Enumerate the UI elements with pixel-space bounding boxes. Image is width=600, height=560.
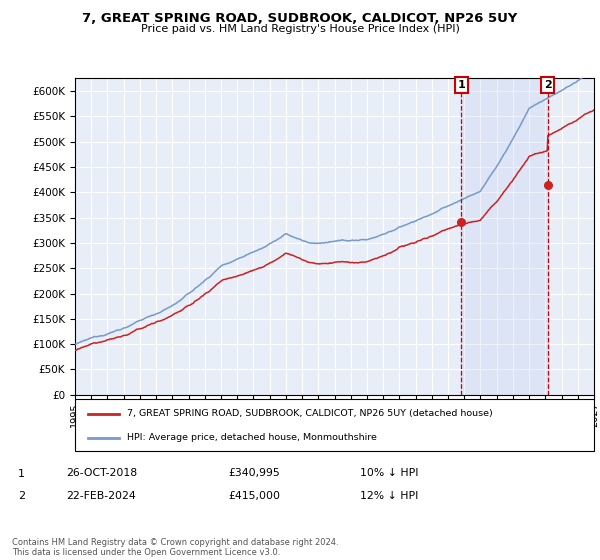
Text: 22-FEB-2024: 22-FEB-2024	[66, 491, 136, 501]
Text: £340,995: £340,995	[228, 468, 280, 478]
Text: 7, GREAT SPRING ROAD, SUDBROOK, CALDICOT, NP26 5UY (detached house): 7, GREAT SPRING ROAD, SUDBROOK, CALDICOT…	[127, 409, 493, 418]
Text: 12% ↓ HPI: 12% ↓ HPI	[360, 491, 418, 501]
Text: 10% ↓ HPI: 10% ↓ HPI	[360, 468, 419, 478]
Text: 2: 2	[18, 492, 25, 501]
FancyBboxPatch shape	[75, 399, 594, 451]
Text: 2: 2	[544, 80, 551, 90]
Bar	[461, 78, 548, 395]
Text: HPI: Average price, detached house, Monmouthshire: HPI: Average price, detached house, Monm…	[127, 433, 377, 442]
Text: 7, GREAT SPRING ROAD, SUDBROOK, CALDICOT, NP26 5UY: 7, GREAT SPRING ROAD, SUDBROOK, CALDICOT…	[82, 12, 518, 25]
Text: Contains HM Land Registry data © Crown copyright and database right 2024.
This d: Contains HM Land Registry data © Crown c…	[12, 538, 338, 557]
Text: Price paid vs. HM Land Registry's House Price Index (HPI): Price paid vs. HM Land Registry's House …	[140, 24, 460, 34]
Text: £415,000: £415,000	[228, 491, 280, 501]
Text: 1: 1	[457, 80, 465, 90]
Text: 26-OCT-2018: 26-OCT-2018	[66, 468, 137, 478]
Text: 1: 1	[18, 469, 25, 479]
